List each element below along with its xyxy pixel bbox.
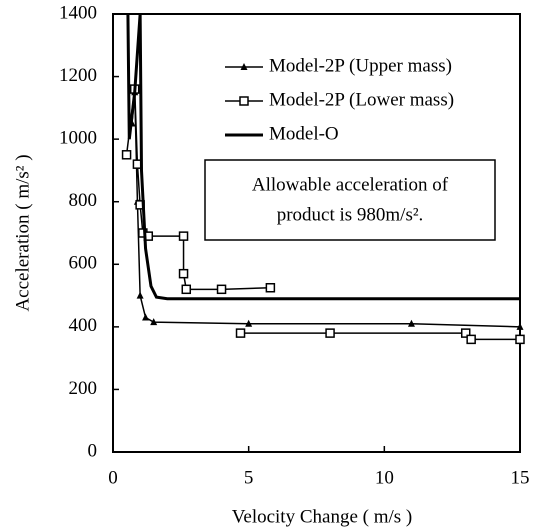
legend-label: Model-O (269, 123, 339, 144)
series-line (126, 13, 520, 301)
y-tick-label: 800 (69, 190, 98, 211)
marker (407, 319, 415, 327)
marker (178, 231, 189, 241)
annotation-line: Allowable acceleration of (252, 174, 449, 195)
marker (181, 284, 192, 295)
x-tick-label: 10 (375, 467, 394, 488)
legend-label: Model-2P (Lower mass) (269, 89, 454, 110)
marker (516, 322, 524, 330)
marker (240, 63, 248, 70)
x-tick-label: 5 (244, 467, 254, 488)
marker (178, 268, 189, 279)
marker (235, 328, 246, 338)
y-tick-label: 1000 (59, 128, 97, 149)
marker (515, 334, 525, 345)
marker (325, 328, 335, 338)
x-axis-title: Velocity Change ( m/s ) (232, 506, 412, 527)
x-tick-label: 0 (108, 467, 118, 488)
y-tick-label: 1200 (59, 65, 97, 86)
y-tick-label: 0 (88, 440, 98, 461)
marker (239, 96, 249, 106)
marker (121, 150, 132, 160)
annotation-box (204, 159, 496, 241)
marker (466, 334, 476, 345)
y-tick-label: 200 (69, 378, 98, 399)
marker (150, 318, 158, 326)
y-axis-title: Acceleration ( m/s² ) (12, 154, 33, 311)
y-tick-label: 400 (69, 315, 98, 336)
marker (460, 328, 471, 338)
plot-frame (112, 13, 521, 453)
marker (136, 291, 144, 299)
marker (265, 283, 276, 293)
y-tick-label: 600 (69, 253, 98, 274)
marker (245, 319, 253, 327)
marker (216, 284, 227, 295)
annotation-line: product is 980m/s². (277, 204, 424, 225)
legend-label: Model-2P (Upper mass) (269, 55, 452, 76)
x-tick-label: 15 (511, 467, 530, 488)
marker (142, 313, 150, 321)
y-tick-label: 1400 (59, 2, 97, 23)
